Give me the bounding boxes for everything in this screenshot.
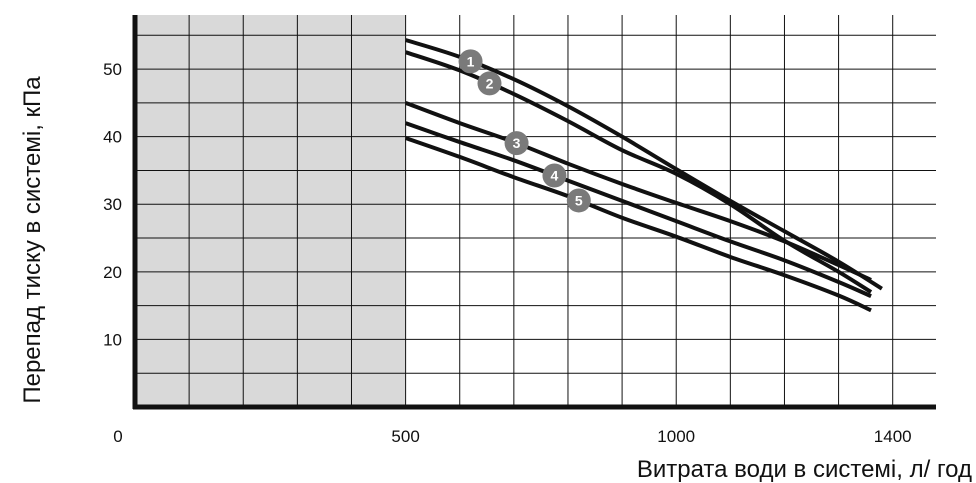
series-line-3 bbox=[404, 100, 872, 282]
y-tick-label: 20 bbox=[103, 263, 122, 282]
marker-circle bbox=[566, 188, 591, 213]
series-line-2 bbox=[404, 50, 873, 294]
shaded-region bbox=[135, 15, 406, 407]
marker-label: 2 bbox=[486, 75, 494, 91]
series-marker-2: 2 bbox=[477, 71, 502, 96]
series-marker-3: 3 bbox=[504, 131, 529, 156]
x-axis-title: Витрата води в системі, л/ год bbox=[637, 456, 972, 483]
series-line-4 bbox=[404, 121, 872, 298]
series-layer bbox=[404, 38, 883, 313]
marker-layer: 12 3 45 bbox=[458, 49, 591, 213]
series-line-1 bbox=[405, 38, 883, 291]
series-marker-4: 4 bbox=[542, 163, 567, 188]
marker-circle bbox=[477, 71, 502, 96]
y-axis-title: Перепад тиску в системі, кПа bbox=[19, 76, 46, 404]
y-tick-label: 50 bbox=[103, 60, 122, 79]
marker-label: 4 bbox=[551, 168, 559, 184]
series-line-5 bbox=[404, 136, 872, 313]
marker-circle bbox=[458, 49, 483, 74]
x-tick-label: 1000 bbox=[657, 427, 695, 446]
marker-label: 1 bbox=[467, 53, 475, 69]
marker-label: 5 bbox=[575, 192, 583, 208]
series-marker-5: 5 bbox=[566, 188, 591, 213]
y-tick-label: 10 bbox=[103, 330, 122, 349]
axes bbox=[132, 15, 936, 410]
grid bbox=[135, 15, 936, 407]
y-tick-label: 30 bbox=[103, 195, 122, 214]
marker-circle bbox=[542, 163, 567, 188]
series-marker-1: 1 bbox=[458, 49, 483, 74]
x-tick-label: 1400 bbox=[874, 427, 912, 446]
x-tick-label: 500 bbox=[391, 427, 419, 446]
tick-labels: 0 500 1000 1400 10 20 30 40 50 bbox=[103, 60, 912, 446]
x-tick-label: 0 bbox=[113, 427, 122, 446]
y-tick-label: 40 bbox=[103, 128, 122, 147]
marker-circle bbox=[504, 131, 529, 156]
marker-label: 3 bbox=[513, 135, 521, 151]
